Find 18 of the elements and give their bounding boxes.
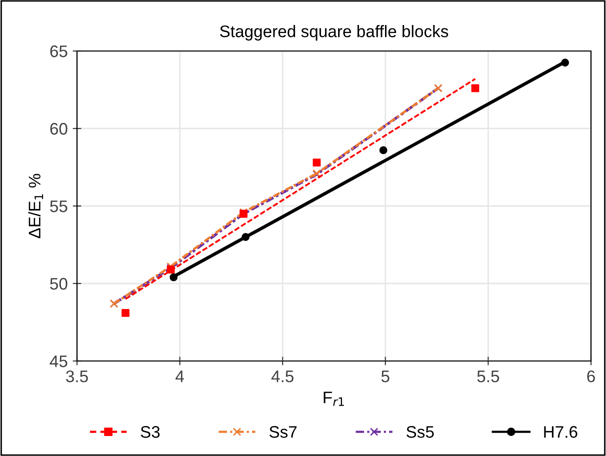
chart-title: Staggered square baffle blocks: [220, 25, 448, 41]
legend-label: S3: [140, 426, 160, 438]
x-tick-label: 4: [176, 370, 184, 382]
legend-label: Ss5: [406, 426, 434, 438]
legend-label: H7.6: [544, 426, 578, 438]
x-tick-label: 5: [381, 370, 390, 382]
y-tick-label: 55: [50, 200, 68, 212]
x-tick-label: 3.5: [66, 370, 88, 382]
x-tick-label: 5.5: [477, 370, 500, 382]
x-tick-label: 4.5: [271, 370, 294, 382]
legend-label: Ss7: [269, 426, 297, 438]
y-tick-label: 50: [50, 278, 68, 290]
y-tick-label: 45: [50, 356, 68, 368]
y-tick-label: 60: [50, 122, 68, 135]
x-tick-label: 6: [587, 370, 595, 382]
x-axis-title: F$_{r1}$: [324, 392, 344, 406]
y-tick-label: 65: [50, 45, 68, 58]
y-axis-title: ΔE/E$_{1}$ %: [28, 174, 44, 238]
